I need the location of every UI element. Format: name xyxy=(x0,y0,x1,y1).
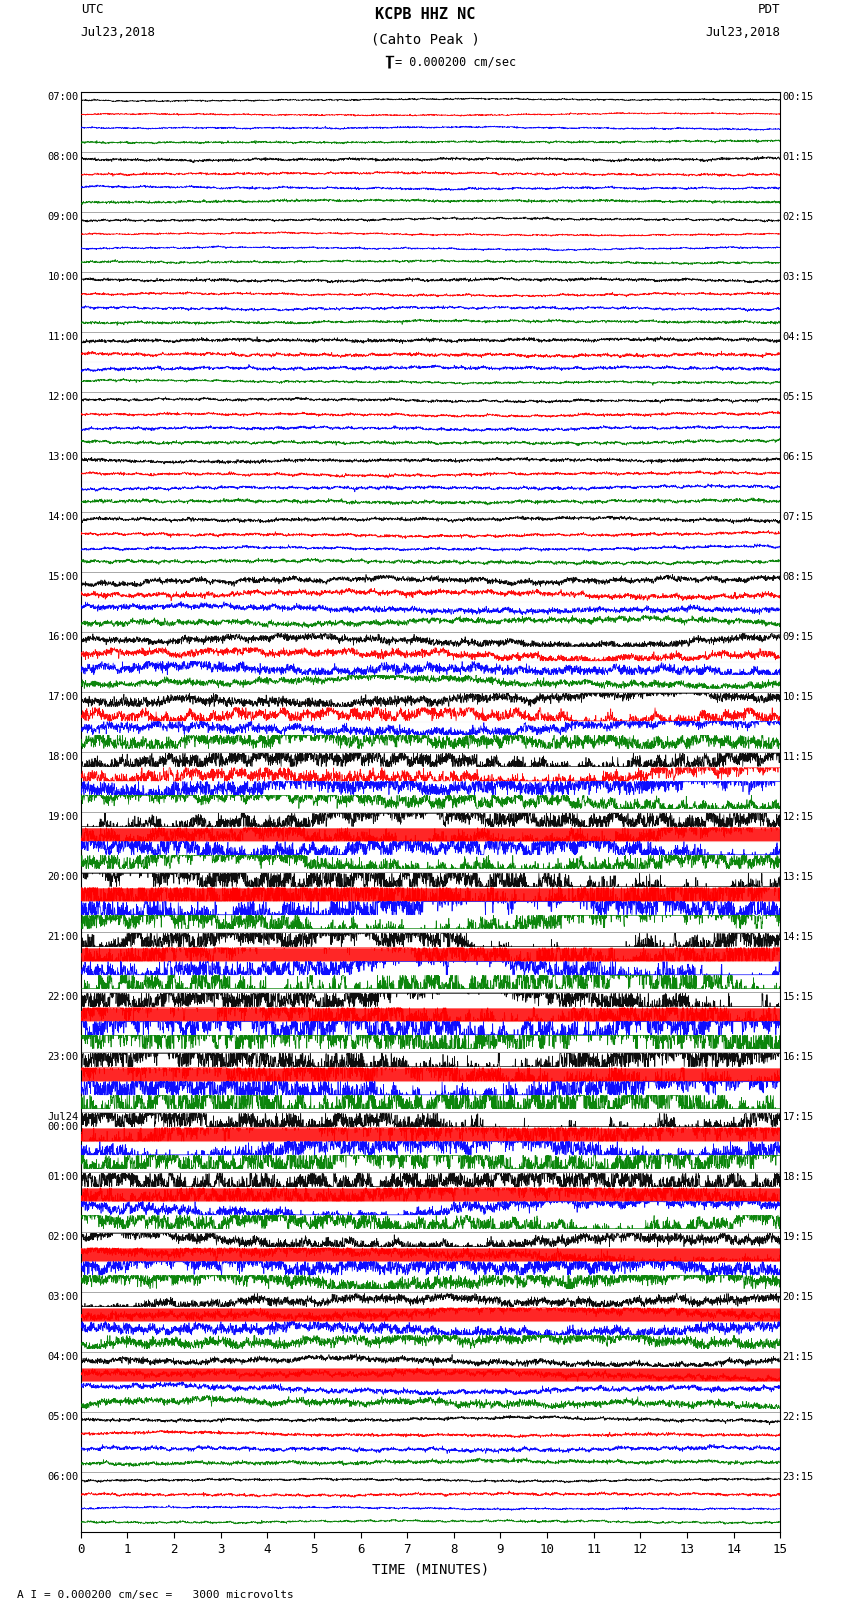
Text: 18:15: 18:15 xyxy=(782,1173,813,1182)
Text: 21:00: 21:00 xyxy=(48,932,79,942)
Text: 20:00: 20:00 xyxy=(48,873,79,882)
Text: 15:00: 15:00 xyxy=(48,573,79,582)
Text: 13:15: 13:15 xyxy=(782,873,813,882)
Text: 21:15: 21:15 xyxy=(782,1352,813,1363)
Text: 03:15: 03:15 xyxy=(782,273,813,282)
Text: 07:00: 07:00 xyxy=(48,92,79,102)
Text: 10:15: 10:15 xyxy=(782,692,813,702)
Text: 23:15: 23:15 xyxy=(782,1473,813,1482)
Text: 02:00: 02:00 xyxy=(48,1232,79,1242)
Text: UTC: UTC xyxy=(81,3,103,16)
Text: 03:00: 03:00 xyxy=(48,1292,79,1302)
Text: 19:00: 19:00 xyxy=(48,813,79,823)
Text: 17:00: 17:00 xyxy=(48,692,79,702)
Text: 18:00: 18:00 xyxy=(48,752,79,761)
Text: KCPB HHZ NC: KCPB HHZ NC xyxy=(375,6,475,23)
Text: PDT: PDT xyxy=(758,3,780,16)
Text: 10:00: 10:00 xyxy=(48,273,79,282)
Text: 05:00: 05:00 xyxy=(48,1413,79,1423)
Text: 09:15: 09:15 xyxy=(782,632,813,642)
Text: 22:15: 22:15 xyxy=(782,1413,813,1423)
Text: 23:00: 23:00 xyxy=(48,1052,79,1063)
Text: 13:00: 13:00 xyxy=(48,452,79,461)
Text: 11:15: 11:15 xyxy=(782,752,813,761)
Text: 12:15: 12:15 xyxy=(782,813,813,823)
Text: 00:15: 00:15 xyxy=(782,92,813,102)
Text: 15:15: 15:15 xyxy=(782,992,813,1002)
Text: 12:00: 12:00 xyxy=(48,392,79,402)
Text: 09:00: 09:00 xyxy=(48,211,79,223)
Text: 20:15: 20:15 xyxy=(782,1292,813,1302)
Text: 16:00: 16:00 xyxy=(48,632,79,642)
Text: A I = 0.000200 cm/sec =   3000 microvolts: A I = 0.000200 cm/sec = 3000 microvolts xyxy=(17,1590,294,1600)
Text: 01:15: 01:15 xyxy=(782,152,813,161)
Text: 08:15: 08:15 xyxy=(782,573,813,582)
Text: 04:00: 04:00 xyxy=(48,1352,79,1363)
Text: 22:00: 22:00 xyxy=(48,992,79,1002)
Text: = 0.000200 cm/sec: = 0.000200 cm/sec xyxy=(395,55,516,68)
Text: 06:00: 06:00 xyxy=(48,1473,79,1482)
Text: 07:15: 07:15 xyxy=(782,511,813,523)
Text: 06:15: 06:15 xyxy=(782,452,813,461)
Text: Jul24
00:00: Jul24 00:00 xyxy=(48,1113,79,1132)
Text: 05:15: 05:15 xyxy=(782,392,813,402)
Text: 01:00: 01:00 xyxy=(48,1173,79,1182)
X-axis label: TIME (MINUTES): TIME (MINUTES) xyxy=(372,1563,489,1578)
Text: 11:00: 11:00 xyxy=(48,332,79,342)
Text: 17:15: 17:15 xyxy=(782,1113,813,1123)
Text: (Cahto Peak ): (Cahto Peak ) xyxy=(371,32,479,47)
Text: 14:00: 14:00 xyxy=(48,511,79,523)
Text: 19:15: 19:15 xyxy=(782,1232,813,1242)
Text: 14:15: 14:15 xyxy=(782,932,813,942)
Text: Jul23,2018: Jul23,2018 xyxy=(81,26,156,39)
Text: 04:15: 04:15 xyxy=(782,332,813,342)
Text: 02:15: 02:15 xyxy=(782,211,813,223)
Text: 08:00: 08:00 xyxy=(48,152,79,161)
Text: 16:15: 16:15 xyxy=(782,1052,813,1063)
Text: Jul23,2018: Jul23,2018 xyxy=(706,26,780,39)
